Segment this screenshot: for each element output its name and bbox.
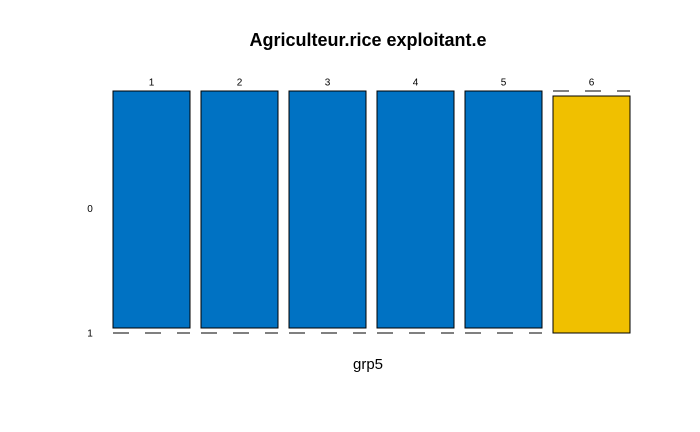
y-tick-label: 1 — [87, 329, 93, 340]
mosaic-tile — [376, 90, 455, 329]
x-tick-label: 6 — [589, 78, 595, 89]
mosaic-tile — [464, 90, 543, 329]
y-tick-label: 0 — [87, 204, 93, 215]
chart-title: Agriculteur.rice exploitant.e — [249, 30, 486, 50]
x-tick-label: 1 — [149, 78, 155, 89]
mosaic-tile — [552, 95, 631, 334]
x-tick-label: 5 — [501, 78, 507, 89]
x-tick-label: 4 — [413, 78, 419, 89]
mosaic-tile — [200, 90, 279, 329]
mosaic-tile — [112, 90, 191, 329]
mosaic-tile — [288, 90, 367, 329]
x-tick-label: 3 — [325, 78, 331, 89]
x-tick-label: 2 — [237, 78, 243, 89]
x-axis-label: grp5 — [353, 356, 383, 373]
